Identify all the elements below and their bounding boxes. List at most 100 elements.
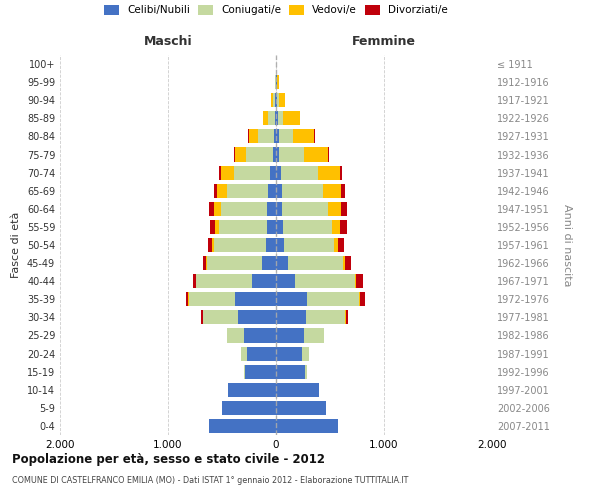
Bar [201, 310, 203, 324]
Bar [276, 184, 282, 198]
Bar [214, 202, 221, 216]
Bar [276, 220, 283, 234]
Bar [249, 130, 257, 143]
Bar [340, 166, 342, 179]
Bar [193, 274, 196, 288]
Bar [341, 184, 344, 198]
Bar [276, 382, 319, 397]
Bar [203, 310, 238, 324]
Y-axis label: Anni di nascita: Anni di nascita [562, 204, 572, 286]
Text: Maschi: Maschi [143, 35, 193, 48]
Bar [276, 328, 304, 342]
Text: Popolazione per età, sesso e stato civile - 2012: Popolazione per età, sesso e stato civil… [12, 452, 325, 466]
Bar [257, 130, 274, 143]
Bar [277, 75, 279, 89]
Bar [304, 148, 328, 162]
Bar [271, 93, 274, 108]
Bar [196, 274, 252, 288]
Bar [252, 274, 276, 288]
Bar [276, 346, 302, 360]
Bar [268, 202, 276, 216]
Bar [346, 310, 348, 324]
Bar [220, 166, 221, 179]
Bar [278, 93, 285, 108]
Bar [222, 401, 276, 415]
Text: COMUNE DI CASTELFRANCO EMILIA (MO) - Dati ISTAT 1° gennaio 2012 - Elaborazione T: COMUNE DI CASTELFRANCO EMILIA (MO) - Dat… [12, 476, 409, 485]
Bar [209, 202, 214, 216]
Bar [276, 419, 338, 433]
Bar [323, 184, 341, 198]
Bar [229, 382, 276, 397]
Bar [341, 202, 347, 216]
Bar [293, 130, 314, 143]
Bar [244, 364, 245, 378]
Bar [340, 220, 347, 234]
Bar [270, 166, 276, 179]
Bar [276, 256, 288, 270]
Bar [334, 238, 338, 252]
Bar [227, 328, 244, 342]
Bar [274, 130, 276, 143]
Bar [235, 292, 276, 306]
Bar [304, 328, 323, 342]
Bar [328, 202, 341, 216]
Legend: Celibi/Nubili, Coniugati/e, Vedovi/e, Divorziati/e: Celibi/Nubili, Coniugati/e, Vedovi/e, Di… [104, 5, 448, 15]
Bar [283, 202, 328, 216]
Bar [235, 148, 246, 162]
Bar [221, 202, 268, 216]
Bar [235, 166, 270, 179]
Bar [276, 364, 305, 378]
Bar [288, 256, 343, 270]
Bar [278, 112, 283, 126]
Bar [279, 148, 304, 162]
Bar [276, 93, 277, 108]
Bar [284, 238, 334, 252]
Bar [305, 364, 307, 378]
Bar [355, 274, 356, 288]
Bar [302, 346, 310, 360]
Bar [282, 184, 323, 198]
Bar [360, 292, 365, 306]
Bar [206, 256, 207, 270]
Bar [209, 419, 276, 433]
Bar [268, 112, 275, 126]
Bar [214, 184, 217, 198]
Bar [214, 238, 266, 252]
Bar [188, 292, 235, 306]
Bar [307, 292, 359, 306]
Bar [276, 166, 281, 179]
Bar [268, 220, 276, 234]
Bar [273, 93, 275, 108]
Bar [276, 130, 278, 143]
Bar [219, 220, 268, 234]
Bar [208, 238, 212, 252]
Y-axis label: Fasce di età: Fasce di età [11, 212, 21, 278]
Bar [276, 202, 283, 216]
Bar [245, 364, 276, 378]
Bar [186, 292, 188, 306]
Text: Femmine: Femmine [352, 35, 416, 48]
Bar [276, 292, 307, 306]
Bar [306, 310, 345, 324]
Bar [278, 130, 293, 143]
Bar [318, 166, 340, 179]
Bar [221, 166, 235, 179]
Bar [246, 148, 273, 162]
Bar [217, 184, 227, 198]
Bar [212, 238, 214, 252]
Bar [277, 93, 278, 108]
Bar [328, 148, 329, 162]
Bar [263, 112, 268, 126]
Bar [273, 148, 276, 162]
Bar [276, 310, 306, 324]
Bar [283, 112, 300, 126]
Bar [247, 346, 276, 360]
Bar [283, 220, 332, 234]
Bar [207, 256, 262, 270]
Bar [356, 274, 363, 288]
Bar [244, 328, 276, 342]
Bar [345, 256, 350, 270]
Bar [227, 184, 268, 198]
Bar [209, 220, 215, 234]
Bar [338, 238, 343, 252]
